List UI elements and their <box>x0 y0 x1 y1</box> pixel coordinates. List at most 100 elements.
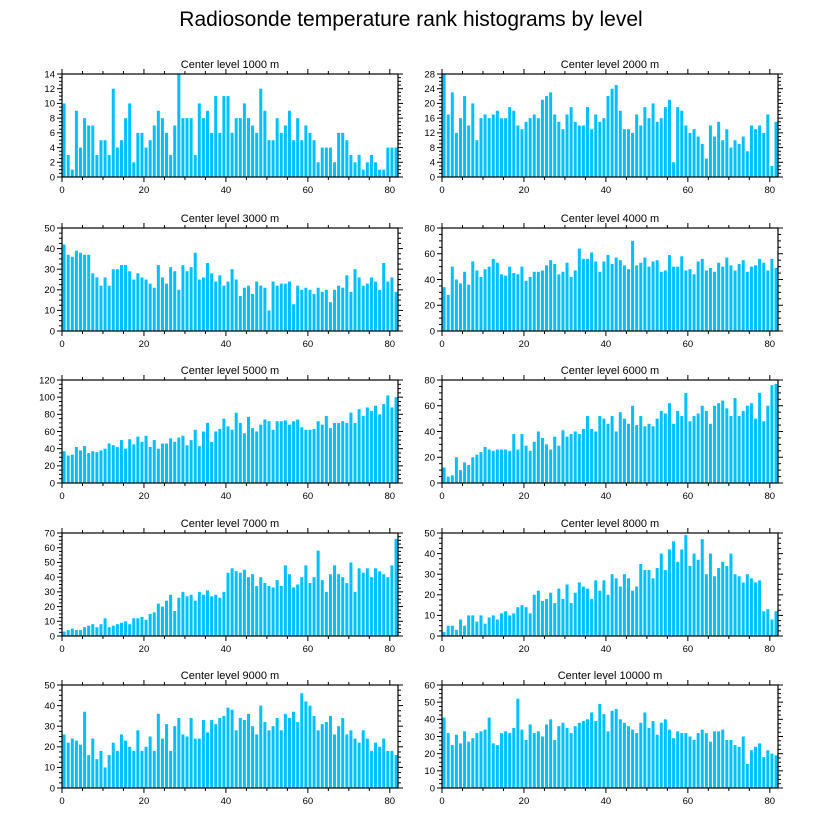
panel-6-bar <box>181 591 185 636</box>
panel-0-ytick-label: 0 <box>50 172 55 183</box>
panel-3-bar <box>749 266 753 332</box>
panel-9-bar <box>758 743 762 788</box>
panel-2-bar <box>341 287 345 331</box>
panel-6-bar <box>210 596 214 636</box>
panel-5-bar <box>713 405 717 483</box>
panel-4-bar <box>255 431 259 483</box>
panel-9-bar <box>508 733 512 788</box>
panel-6-bar <box>263 583 267 636</box>
panel-7-bar <box>655 568 659 636</box>
panel-7-bar <box>569 603 573 636</box>
panel-2-bar <box>320 291 324 331</box>
panel-7-bar <box>512 613 516 636</box>
panel-2-bar <box>333 289 337 331</box>
panel-0-bar <box>152 125 156 177</box>
panel-2-bar <box>365 283 369 331</box>
panel-4-bar <box>382 404 386 483</box>
panel-5-bar <box>762 421 766 483</box>
panel-2-bar <box>279 283 283 331</box>
panel-6-bar <box>124 621 128 636</box>
panel-5-bar <box>524 445 528 483</box>
panel-4-bar <box>210 441 214 483</box>
panel-8-bar <box>119 734 123 788</box>
panel-4-xtick-label: 80 <box>385 491 396 502</box>
panel-8-bar <box>378 746 382 788</box>
panel-7-bar <box>758 580 762 636</box>
panel-6-bar <box>193 600 197 636</box>
panel-6-bar <box>369 577 373 636</box>
panel-9-bar <box>618 719 622 788</box>
panel-4-bar <box>115 446 119 483</box>
panel-3-bar <box>663 270 667 331</box>
panel-8-bar <box>369 750 373 788</box>
panel-0-bar <box>124 118 128 177</box>
panel-7-bar <box>458 619 462 636</box>
panel-8-bar <box>267 730 271 788</box>
panel-9-bar <box>655 734 659 788</box>
panel-5-bar <box>512 434 516 483</box>
panel-3-bar <box>586 258 590 331</box>
panel-0-bar <box>111 88 115 177</box>
panel-8-bar <box>365 738 369 788</box>
panel-7-bar <box>491 615 495 636</box>
panel-9-title: Center level 10000 m <box>558 670 663 682</box>
panel-8-bar <box>324 722 328 788</box>
panel-2-bar <box>259 285 263 331</box>
panel-1-bar <box>581 125 585 177</box>
panel-4-bar <box>160 443 164 483</box>
panel-7-bar <box>659 553 663 636</box>
panel-2-bar <box>296 285 300 331</box>
panel-8-bar <box>394 755 398 788</box>
panel-9-bar <box>692 739 696 788</box>
panel-0-bar <box>382 169 386 177</box>
panel-6-bar <box>222 591 226 636</box>
panel-6-bar <box>275 580 279 636</box>
panel-5-ytick-label: 60 <box>424 401 435 412</box>
panel-6-bar <box>341 577 345 636</box>
panel-7-bar <box>483 623 487 636</box>
panel-9-bar <box>553 739 557 788</box>
panel-8-bar <box>345 734 349 788</box>
panel-2-bar <box>394 291 398 331</box>
panel-4-bar <box>361 416 365 483</box>
panel-2-ytick-label: 30 <box>44 265 55 276</box>
panel-9-bar <box>467 741 471 788</box>
panel-1-bar <box>516 125 520 177</box>
panel-3-bar <box>442 287 446 331</box>
panel-3-bar <box>774 267 778 331</box>
panel-3-ytick-label: 80 <box>424 223 435 234</box>
panel-3-xtick-label: 40 <box>601 339 612 350</box>
panel-9-bar <box>741 736 745 788</box>
panel-6-bar <box>99 624 103 636</box>
panel-0-ytick-label: 2 <box>50 158 55 169</box>
panel-3-bar <box>655 260 659 331</box>
panel-2-bar <box>70 256 74 331</box>
panel-9-bar <box>495 745 499 788</box>
panel-5-bar <box>536 431 540 483</box>
panel-0-bar <box>160 118 164 177</box>
panel-0-bar <box>177 74 181 177</box>
panel-8-bar <box>160 738 164 788</box>
panel-3-xtick-label: 20 <box>519 339 530 350</box>
panel-8-bar <box>197 738 201 788</box>
panel-4-bar <box>320 424 324 483</box>
panel-2-bar <box>292 304 296 331</box>
panel-0-bar <box>361 169 365 177</box>
panel-7-bar <box>725 565 729 636</box>
panel-8-bar <box>156 713 160 788</box>
panel-1-bar <box>479 118 483 177</box>
panel-2-bar <box>386 281 390 331</box>
panel-2-bar <box>193 252 197 331</box>
panel-3-bar <box>745 271 749 331</box>
panel-3-bar <box>704 270 708 331</box>
panel-1-bar <box>729 147 733 177</box>
panel-3-bar <box>450 266 454 332</box>
panel-7-ytick-label: 20 <box>424 590 435 601</box>
panel-7-bar <box>696 559 700 636</box>
panel-1-bar <box>442 74 446 177</box>
panel-6-bar <box>238 572 242 636</box>
panel-7-bar <box>581 586 585 636</box>
panel-9-ytick-label: 20 <box>424 749 435 760</box>
panel-5-bar <box>479 452 483 483</box>
panel-3-xtick-label: 60 <box>683 339 694 350</box>
